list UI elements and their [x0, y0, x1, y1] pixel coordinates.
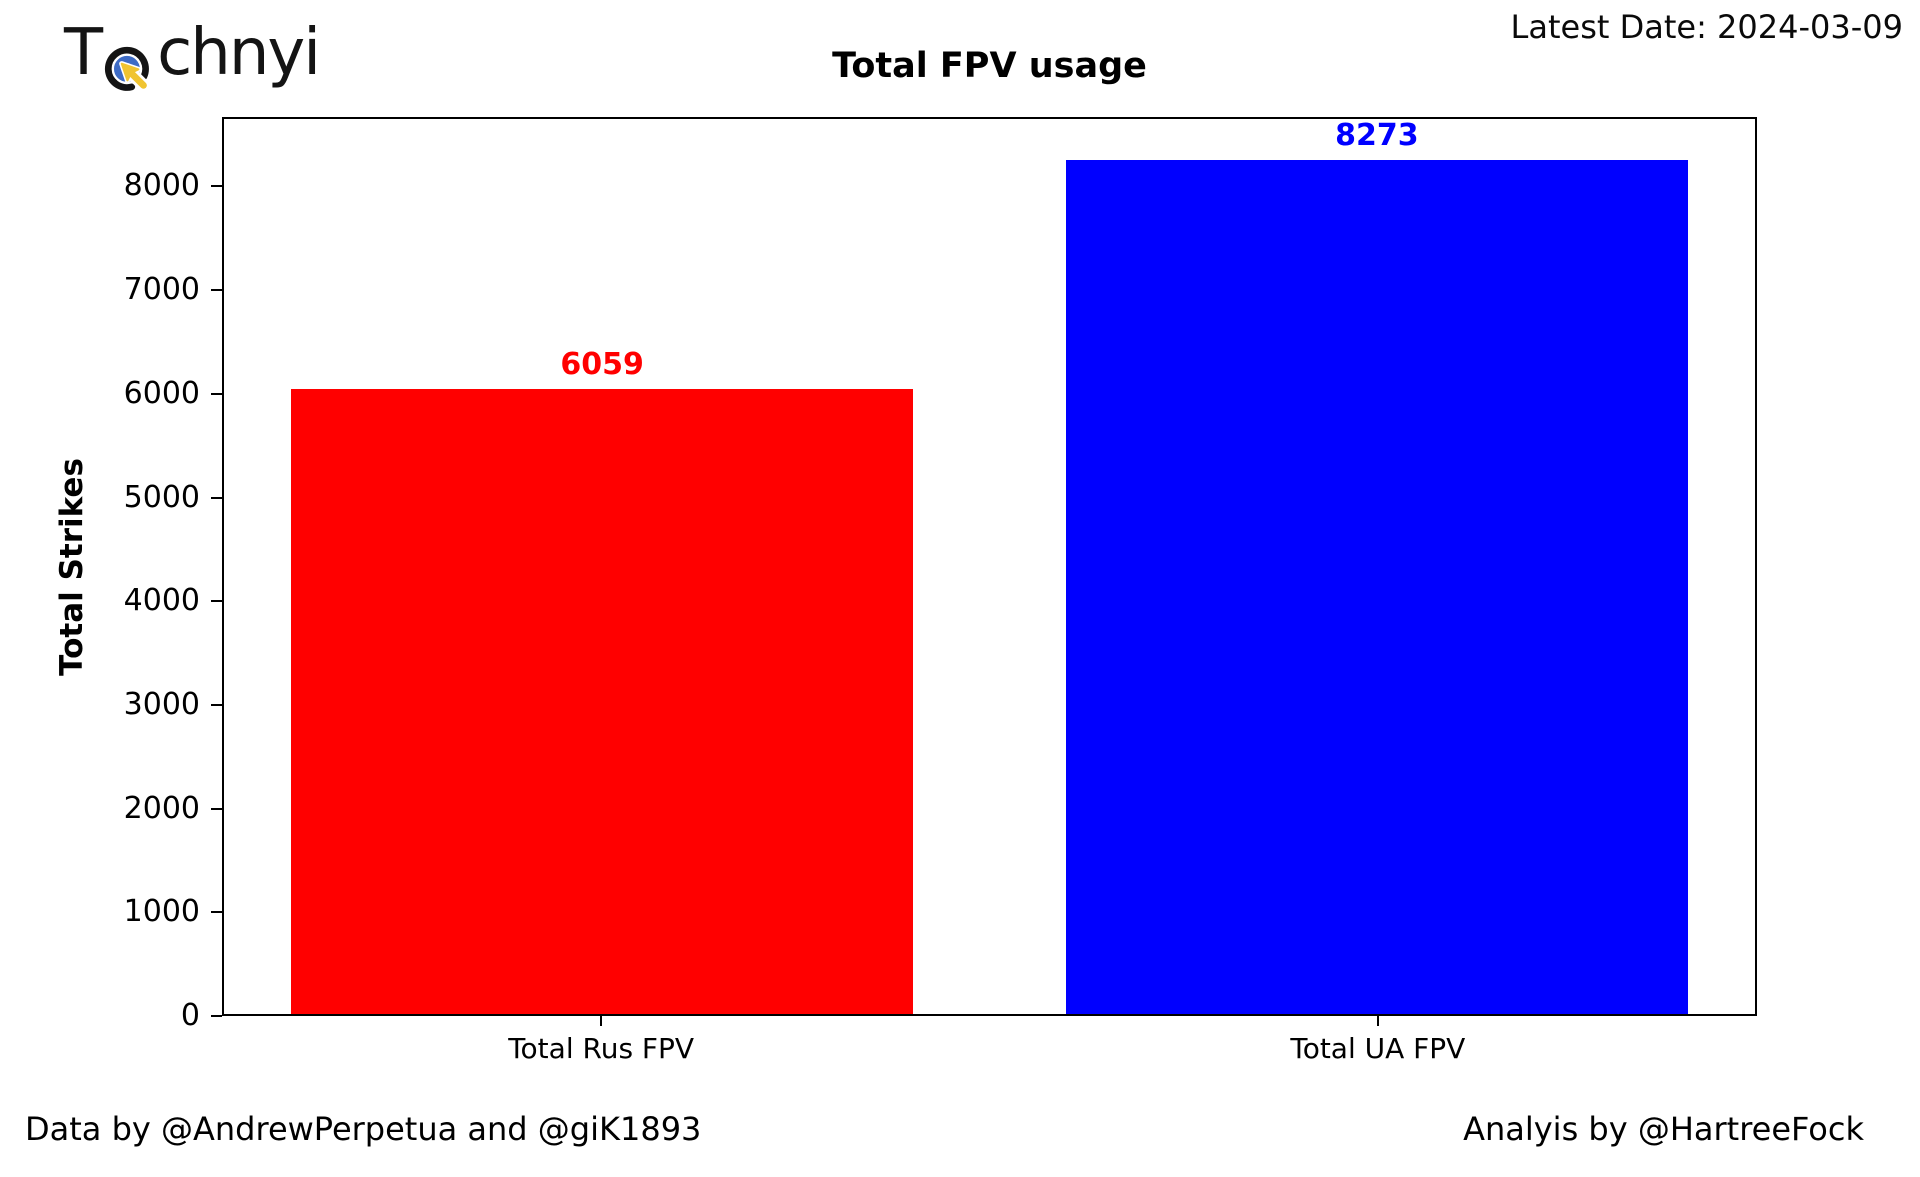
logo-text-suffix: chnyi: [157, 16, 321, 90]
y-tick-label-1000: 1000: [123, 894, 200, 930]
y-tick-label-3000: 3000: [123, 686, 200, 722]
chart-title: Total FPV usage: [832, 46, 1147, 86]
bar-0: [291, 388, 913, 1014]
y-tick-label-5000: 5000: [123, 479, 200, 515]
y-tick-label-0: 0: [180, 998, 200, 1033]
y-tick-mark-0: [211, 1015, 222, 1017]
y-tick-mark-4000: [211, 600, 222, 603]
x-tick-mark-0: [600, 1016, 603, 1026]
y-tick-mark-6000: [211, 392, 222, 395]
bar-value-label-0: 6059: [560, 346, 644, 382]
logo-text-prefix: T: [64, 16, 103, 90]
y-tick-label-7000: 7000: [123, 272, 200, 308]
y-tick-mark-1000: [211, 911, 222, 914]
y-tick-label-4000: 4000: [123, 583, 200, 619]
technyi-logo: T chnyi: [64, 16, 321, 102]
y-tick-mark-3000: [211, 703, 222, 706]
cursor-click-icon: [105, 46, 151, 93]
y-tick-mark-8000: [211, 185, 222, 188]
x-tick-mark-1: [1376, 1016, 1379, 1026]
analysis-credit: Analyis by @HartreeFock: [1463, 1110, 1864, 1148]
y-tick-label-6000: 6000: [123, 375, 200, 411]
y-axis: 0 1000 2000 3000 4000 5000 6000 7000 8000: [0, 117, 222, 1031]
y-tick-mark-2000: [211, 807, 222, 810]
y-tick-label-8000: 8000: [123, 168, 200, 204]
y-tick-mark-7000: [211, 289, 222, 292]
x-tick-label-1: Total UA FPV: [1290, 1032, 1466, 1065]
x-axis: Total Rus FPV Total UA FPV: [222, 1016, 1757, 1086]
x-tick-label-0: Total Rus FPV: [508, 1032, 695, 1065]
y-tick-label-2000: 2000: [123, 790, 200, 826]
data-credit: Data by @AndrewPerpetua and @giK1893: [25, 1110, 702, 1148]
bar-value-label-1: 8273: [1335, 117, 1419, 153]
y-tick-mark-5000: [211, 496, 222, 499]
plot-area: 6059 8273: [222, 117, 1757, 1016]
bar-1: [1066, 159, 1688, 1014]
latest-date-label: Latest Date: 2024-03-09: [1510, 8, 1903, 46]
